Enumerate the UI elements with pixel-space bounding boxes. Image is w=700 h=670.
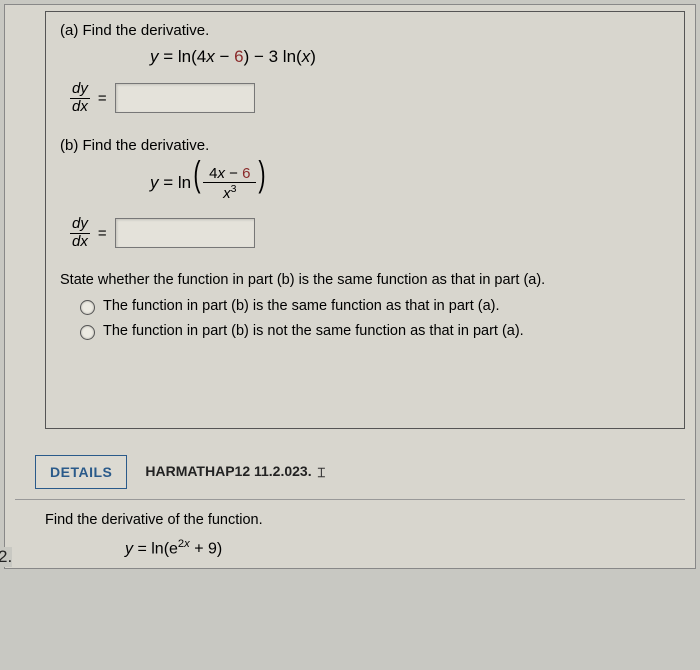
- part-a-answer-input[interactable]: [115, 83, 255, 113]
- p2-y: y: [125, 540, 133, 557]
- eq-sign: =: [98, 90, 107, 107]
- text-cursor-icon: ⌶: [318, 465, 326, 481]
- eq-close: ): [310, 47, 316, 66]
- big-fraction: 4x − 6 x3: [203, 165, 256, 202]
- question-number: 2.: [0, 547, 12, 567]
- eq-x1: x: [206, 47, 215, 66]
- bf-minus: −: [225, 165, 242, 182]
- problem-2-body: Find the derivative of the function. y =…: [45, 512, 685, 558]
- part-b-label: (b) Find the derivative.: [60, 137, 670, 154]
- dy-dx-fraction: dy dx: [70, 81, 90, 115]
- problem-2-header: DETAILS HARMATHAP12 11.2.023. ⌶: [15, 447, 685, 500]
- frac-den-b: dx: [70, 234, 90, 251]
- problem-1: (a) Find the derivative. y = ln(4x − 6) …: [45, 11, 685, 429]
- part-b-equation: y = ln( 4x − 6 x3 ): [150, 162, 670, 202]
- book-reference: HARMATHAP12 11.2.023. ⌶: [145, 463, 325, 480]
- option-not-same[interactable]: The function in part (b) is not the same…: [80, 323, 670, 340]
- option-same-text: The function in part (b) is the same fun…: [103, 298, 500, 314]
- radio-icon[interactable]: [80, 300, 95, 315]
- comparison-statement: State whether the function in part (b) i…: [60, 272, 670, 288]
- eq-sign-b: =: [98, 225, 107, 242]
- option-same[interactable]: The function in part (b) is the same fun…: [80, 298, 670, 315]
- problem-2-prompt: Find the derivative of the function.: [45, 512, 685, 528]
- eq-minus: −: [215, 47, 234, 66]
- part-b-answer-input[interactable]: [115, 218, 255, 248]
- eq-txt1: = ln(4: [159, 47, 207, 66]
- frac-den: dx: [70, 99, 90, 116]
- eq-y-b: y: [150, 173, 159, 192]
- problem-2-equation: y = ln(e2x + 9): [125, 538, 685, 558]
- details-button[interactable]: DETAILS: [35, 455, 127, 489]
- bf-x: x: [217, 165, 225, 182]
- p2-post: + 9): [190, 540, 222, 557]
- book-ref-text: HARMATHAP12 11.2.023.: [145, 463, 311, 479]
- eq-txt2: ) − 3 ln(: [244, 47, 302, 66]
- rparen-icon: ): [259, 160, 266, 189]
- radio-icon[interactable]: [80, 325, 95, 340]
- problem-2: DETAILS HARMATHAP12 11.2.023. ⌶ Find the…: [15, 447, 685, 568]
- part-a-label: (a) Find the derivative.: [60, 22, 670, 39]
- eq-y: y: [150, 47, 159, 66]
- bf-6: 6: [242, 165, 250, 182]
- p2-ln: = ln(e: [133, 540, 178, 557]
- option-not-same-text: The function in part (b) is not the same…: [103, 323, 524, 339]
- frac-num: dy: [70, 81, 90, 99]
- part-a-answer-row: dy dx =: [70, 81, 670, 115]
- dy-dx-fraction-b: dy dx: [70, 216, 90, 250]
- lparen-icon: (: [194, 160, 201, 189]
- bf-pow: 3: [231, 183, 237, 195]
- part-b-answer-row: dy dx =: [70, 216, 670, 250]
- bf-xd: x: [223, 185, 231, 202]
- eq-ln: = ln: [159, 173, 192, 192]
- frac-num-b: dy: [70, 216, 90, 234]
- eq-x2: x: [302, 47, 311, 66]
- eq-six: 6: [234, 47, 243, 66]
- part-a-equation: y = ln(4x − 6) − 3 ln(x): [150, 47, 670, 67]
